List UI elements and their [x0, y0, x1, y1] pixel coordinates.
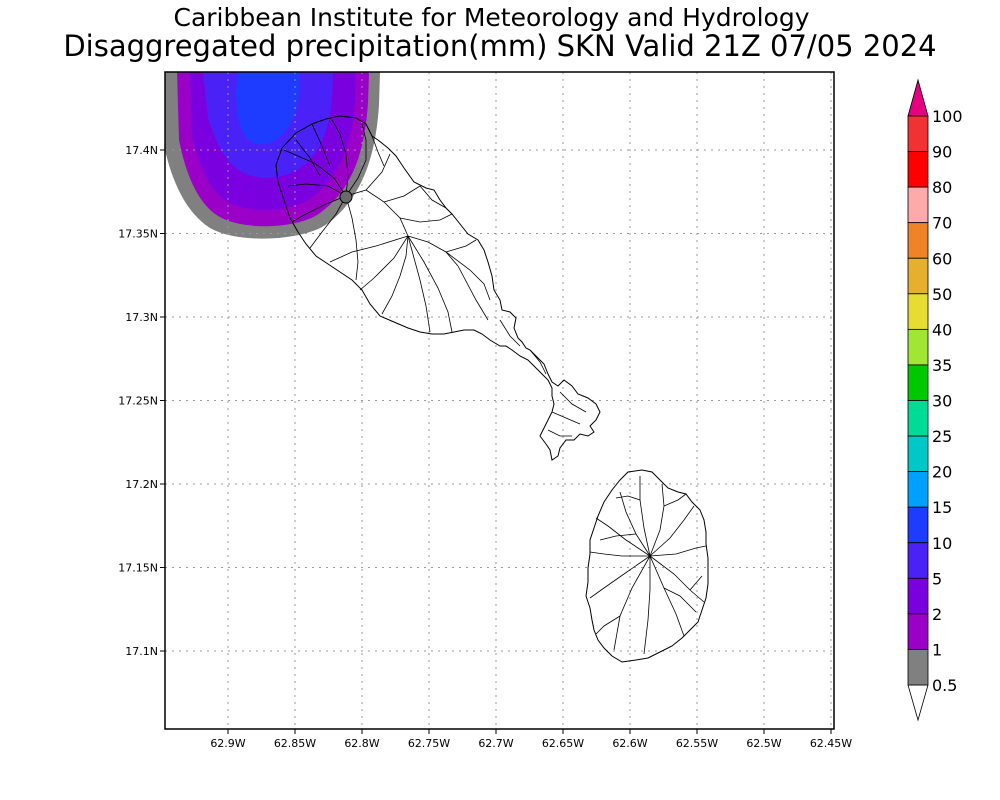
colorbar-bottom-arrow — [907, 684, 929, 722]
colorbar-box — [907, 328, 929, 366]
lon-tick-label: 62.9W — [210, 737, 245, 750]
colorbar-label: 10 — [932, 534, 952, 553]
colorbar-box — [907, 364, 929, 401]
colorbar-box — [907, 115, 929, 152]
colorbar-box — [907, 506, 929, 544]
lon-tick-label: 62.75W — [408, 737, 450, 750]
lat-tick-label: 17.15N — [118, 562, 158, 575]
lon-tick-label: 62.8W — [344, 737, 379, 750]
grid-lines — [165, 72, 834, 729]
lat-tick-label: 17.35N — [118, 228, 158, 241]
lat-tick-label: 17.25N — [118, 395, 158, 408]
lat-tick-label: 17.4N — [125, 144, 158, 157]
precipitation-field — [165, 72, 380, 239]
colorbar-label: 80 — [932, 178, 952, 197]
colorbar-label: 5 — [932, 569, 942, 588]
lon-tick-label: 62.6W — [612, 737, 647, 750]
colorbar-label: 25 — [932, 427, 952, 446]
colorbar-box — [907, 613, 929, 650]
colorbar-box — [907, 649, 929, 686]
lon-tick-label: 62.5W — [746, 737, 781, 750]
colorbar-box — [907, 293, 929, 330]
nevis-outline — [585, 469, 709, 663]
lat-tick-label: 17.3N — [125, 311, 158, 324]
lat-tick-label: 17.1N — [125, 645, 158, 658]
lat-tick-label: 17.2N — [125, 478, 158, 491]
lon-tick-label: 62.85W — [274, 737, 316, 750]
lon-tick-label: 62.55W — [676, 737, 718, 750]
colorbar-box — [907, 435, 929, 473]
title-line-1: Caribbean Institute for Meteorology and … — [173, 3, 810, 32]
colorbar-label: 15 — [932, 498, 952, 517]
colorbar-label: 1 — [932, 640, 942, 659]
colorbar-label: 50 — [932, 285, 952, 304]
lon-tick-label: 62.7W — [478, 737, 513, 750]
colorbar-label: 70 — [932, 214, 952, 233]
colorbar-box — [907, 542, 929, 579]
mt-liamuiga-crater — [339, 190, 353, 204]
colorbar-label: 20 — [932, 463, 952, 482]
colorbar: 100 90 80 70 60 50 40 35 30 25 20 15 10 5 2 1 0.5 — [907, 78, 963, 722]
colorbar-box — [907, 222, 929, 259]
title-line-2: Disaggregated precipitation(mm) SKN Vali… — [63, 29, 937, 63]
longitude-axis: 62.9W 62.85W 62.8W 62.75W 62.7W 62.65W 62.6W 62… — [210, 729, 852, 750]
colorbar-label: 30 — [932, 392, 952, 411]
st-kitts-outline — [275, 115, 601, 461]
colorbar-label: 60 — [932, 249, 952, 268]
lon-tick-label: 62.45W — [810, 737, 852, 750]
lon-tick-label: 62.65W — [542, 737, 584, 750]
colorbar-box — [907, 471, 929, 508]
colorbar-label: 90 — [932, 143, 952, 162]
colorbar-box — [907, 186, 929, 224]
colorbar-box — [907, 151, 929, 188]
colorbar-label: 2 — [932, 605, 942, 624]
colorbar-box — [907, 257, 929, 295]
colorbar-label: 0.5 — [932, 676, 957, 695]
colorbar-box — [907, 400, 929, 437]
colorbar-box — [907, 577, 929, 615]
colorbar-label: 100 — [932, 107, 963, 126]
colorbar-label: 40 — [932, 320, 952, 339]
latitude-axis: 17.4N 17.35N 17.3N 17.25N 17.2N 17.15N 17.1N — [118, 144, 165, 658]
precip-band-10-15 — [236, 72, 300, 145]
colorbar-label: 35 — [932, 356, 952, 375]
colorbar-top-arrow — [907, 78, 929, 117]
